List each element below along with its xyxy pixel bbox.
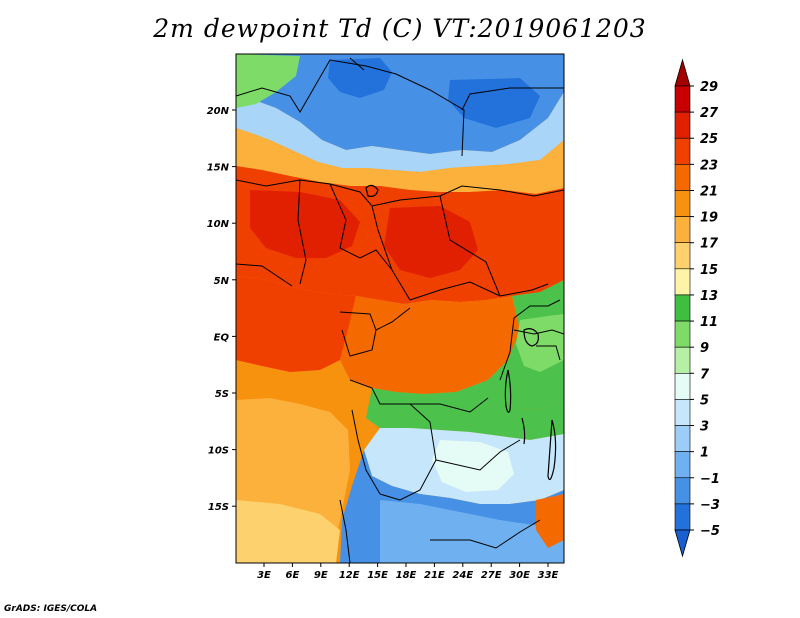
longitude-axis: 3E 6E 9E 12E 15E 18E 21E 24E 27E 30E 33E bbox=[257, 563, 559, 581]
dewpoint-field bbox=[236, 54, 564, 563]
colorbar-level-label: 3 bbox=[700, 420, 709, 435]
colorbar-bin bbox=[674, 503, 691, 531]
colorbar-level-label: 15 bbox=[700, 263, 718, 278]
nigeria-cameroon-hot-core bbox=[250, 190, 360, 258]
map-frame bbox=[235, 53, 565, 564]
colorbar-level-label: 23 bbox=[700, 158, 718, 173]
lat-tick-label: 10S bbox=[208, 446, 229, 457]
colorbar-bin bbox=[674, 164, 691, 191]
colorbar-bin bbox=[674, 399, 691, 426]
sahara-blue-region bbox=[236, 54, 564, 154]
lat-tick-label: 15S bbox=[208, 502, 229, 513]
colorbar-level-label: 19 bbox=[700, 211, 718, 226]
west-sahel-green bbox=[236, 54, 300, 108]
sahara-deep-blue-region-east bbox=[448, 78, 540, 128]
colorbar-level-label: 25 bbox=[700, 132, 718, 147]
colorbar-labels: 29 27 25 23 21 19 17 15 13 11 9 7 5 3 1 −1 −3 −5 bbox=[690, 80, 720, 539]
sahara-deep-blue-region bbox=[328, 58, 392, 98]
colorbar-level-label: 11 bbox=[700, 315, 718, 330]
lat-tick-label: EQ bbox=[214, 332, 230, 343]
lon-tick-label: 9E bbox=[314, 570, 328, 581]
colorbar-level-label: 21 bbox=[700, 184, 718, 199]
lake-outlines bbox=[365, 184, 557, 481]
colorbar-bin bbox=[674, 425, 691, 452]
lon-tick-label: 18E bbox=[396, 570, 417, 581]
colorbar-bin bbox=[674, 268, 691, 296]
colorbar-bin bbox=[674, 216, 691, 244]
mozambique-orange bbox=[536, 494, 564, 548]
central-hot-core bbox=[384, 206, 478, 278]
zambia-pale-core bbox=[432, 440, 514, 492]
colorbar-bin bbox=[674, 477, 691, 505]
lon-tick-label: 12E bbox=[339, 570, 360, 581]
lon-tick-label: 27E bbox=[481, 570, 502, 581]
colorbar-bin bbox=[674, 451, 691, 479]
lon-tick-label: 33E bbox=[538, 570, 559, 581]
colorbar-level-label: 1 bbox=[700, 446, 709, 461]
colorbar-level-label: 29 bbox=[700, 80, 718, 95]
congo-basin-orange bbox=[340, 296, 520, 394]
lat-tick-label: 15N bbox=[207, 163, 230, 174]
lon-tick-label: 15E bbox=[367, 570, 388, 581]
colorbar-level-label: −3 bbox=[700, 498, 720, 513]
colorbar-top-arrow bbox=[674, 58, 691, 87]
country-boundaries bbox=[236, 57, 564, 563]
map-title: 2m dewpoint Td (C) VT:2019061203 bbox=[153, 14, 647, 43]
colorbar-bin bbox=[674, 111, 691, 139]
latitude-axis: 20N 15N 10N 5N EQ 5S 10S 15S bbox=[207, 106, 236, 513]
colorbar-level-label: 7 bbox=[700, 367, 710, 382]
lon-tick-label: 3E bbox=[257, 570, 271, 581]
colorbar-bin bbox=[674, 137, 691, 165]
colorbar bbox=[674, 58, 691, 558]
south-congo-green bbox=[366, 380, 564, 440]
east-africa-light-green bbox=[516, 314, 564, 372]
colorbar-bin bbox=[674, 242, 691, 270]
lon-tick-label: 21E bbox=[424, 570, 445, 581]
southern-light-blue bbox=[380, 500, 564, 563]
colorbar-bin bbox=[674, 190, 691, 217]
colorbar-level-label: 13 bbox=[700, 289, 718, 304]
colorbar-bin bbox=[674, 346, 691, 374]
colorbar-bin bbox=[674, 85, 691, 113]
lat-tick-label: 5N bbox=[214, 276, 230, 287]
sahara-light-region bbox=[236, 92, 564, 172]
lat-tick-label: 5S bbox=[215, 389, 229, 400]
lon-tick-label: 24E bbox=[452, 570, 473, 581]
colorbar-level-label: 27 bbox=[700, 106, 719, 121]
colorbar-level-label: 5 bbox=[700, 393, 709, 408]
grads-credit: GrADS: IGES/COLA bbox=[4, 604, 98, 614]
lon-tick-label: 30E bbox=[509, 570, 530, 581]
colorbar-bin bbox=[674, 372, 691, 400]
colorbar-level-label: −5 bbox=[700, 524, 720, 539]
colorbar-bottom-arrow bbox=[674, 529, 691, 558]
colorbar-level-label: −1 bbox=[700, 472, 720, 487]
lon-tick-label: 6E bbox=[286, 570, 300, 581]
colorbar-level-label: 17 bbox=[700, 237, 719, 252]
sahel-yellow-band bbox=[236, 128, 564, 194]
lat-tick-label: 10N bbox=[207, 219, 230, 230]
lat-tick-label: 20N bbox=[207, 106, 230, 117]
gulf-guinea-hot bbox=[236, 276, 356, 372]
colorbar-bin bbox=[674, 294, 691, 322]
atlantic-pale-yellow bbox=[236, 500, 340, 563]
colorbar-level-label: 9 bbox=[700, 341, 709, 356]
colorbar-bin bbox=[674, 320, 691, 348]
